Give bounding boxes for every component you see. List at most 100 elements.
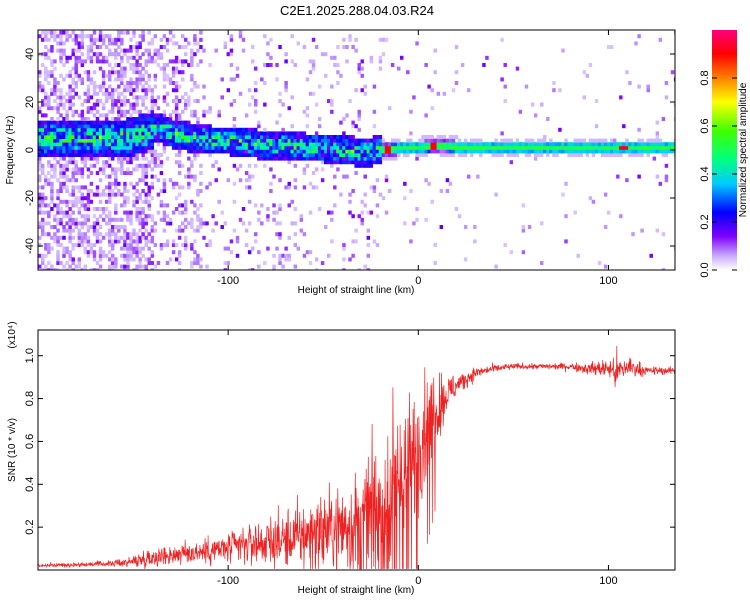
heatmap-cell [287,235,291,240]
heatmap-cell [129,217,133,222]
heatmap-cell [427,135,431,139]
heatmap-cell [135,239,139,244]
heatmap-cell [509,142,514,147]
heatmap-cell [141,95,145,100]
heatmap-cell [354,138,358,143]
heatmap-cell [366,163,371,168]
heatmap-cell [540,261,544,265]
heatmap-cell [83,214,88,219]
heatmap-cell [171,127,176,132]
heatmap-cell [138,264,142,269]
heatmap-cell [552,149,556,154]
heatmap-cell [141,77,145,82]
heatmap-cell [89,124,94,129]
heatmap-cell [65,199,69,204]
heatmap-cell [141,153,145,157]
heatmap-cell [38,160,42,165]
heatmap-cell [92,153,97,157]
heatmap-cell [181,59,185,64]
heatmap-cell [333,135,337,139]
heatmap-cell [196,228,200,233]
heatmap-cell [235,235,240,240]
heatmap-cell [111,156,115,161]
heatmap-cell [153,156,158,161]
heatmap-cell [165,135,170,139]
heatmap-cell [174,257,179,262]
heatmap-cell [588,138,593,143]
heatmap-cell [357,156,361,161]
heatmap-cell [56,34,60,39]
heatmap-cell [132,268,136,270]
heatmap-cell [153,117,158,121]
heatmap-cell [174,113,179,118]
heatmap-cell [330,239,334,244]
heatmap-cell [38,34,42,39]
heatmap-cell [104,153,109,157]
heatmap-cell [117,153,121,157]
heatmap-cell [177,160,182,165]
heatmap-cell [424,178,428,183]
heatmap-cell [339,142,343,147]
heatmap-cell [463,145,468,150]
heatmap-cell [232,99,237,103]
heatmap-cell [95,228,100,233]
heatmap-cell [211,214,215,219]
heatmap-cell [80,52,85,57]
heatmap-cell [369,210,374,215]
heatmap-cell [83,156,88,161]
heatmap-cell [193,156,197,161]
heatmap-cell [80,225,85,229]
heatmap-cell [232,131,237,136]
heatmap-cell [330,217,334,222]
heatmap-cell [345,149,349,154]
heatmap-cell [436,138,441,143]
heatmap-cell [108,210,112,215]
heatmap-cell [165,73,170,78]
heatmap-cell [673,117,675,121]
heatmap-cell [603,225,608,229]
heatmap-cell [193,145,197,150]
heatmap-cell [177,163,182,168]
heatmap-cell [59,171,63,175]
heatmap-cell [199,138,203,143]
heatmap-cell [661,232,666,237]
heatmap-cell [336,142,340,147]
heatmap-cell [38,73,42,78]
heatmap-cell [168,257,173,262]
heatmap-cell [278,138,282,143]
heatmap-cell [375,142,380,147]
heatmap-cell [168,30,173,35]
heatmap-cell [287,153,291,157]
heatmap-cell [171,70,176,75]
heatmap-cell [232,77,237,82]
heatmap-cell [156,95,161,100]
heatmap-cell [594,149,599,154]
heatmap-cell [80,117,85,121]
heatmap-cell [196,63,200,67]
heatmap-cell [50,138,54,143]
heatmap-cell [454,207,459,211]
heatmap-cell [576,153,580,157]
heatmap-cell [284,156,288,161]
heatmap-cell [41,232,45,237]
heatmap-cell [47,181,51,186]
heatmap-cell [266,135,270,139]
heatmap-cell [162,117,167,121]
heatmap-cell [77,135,82,139]
heatmap-cell [667,149,672,154]
heatmap-cell [664,149,669,154]
heatmap-cell [126,135,130,139]
heatmap-cell [80,243,85,247]
heatmap-cell [567,149,571,154]
heatmap-cell [363,156,367,161]
heatmap-cell [351,120,355,125]
heatmap-cell [232,142,237,147]
heatmap-cell [86,235,91,240]
heatmap-cell [104,185,109,190]
heatmap-cell [147,214,151,219]
heatmap-cell [123,131,127,136]
heatmap-cell [135,131,139,136]
heatmap-cell [144,88,148,93]
heatmap-cell [53,120,57,125]
heatmap-cell [290,145,294,150]
